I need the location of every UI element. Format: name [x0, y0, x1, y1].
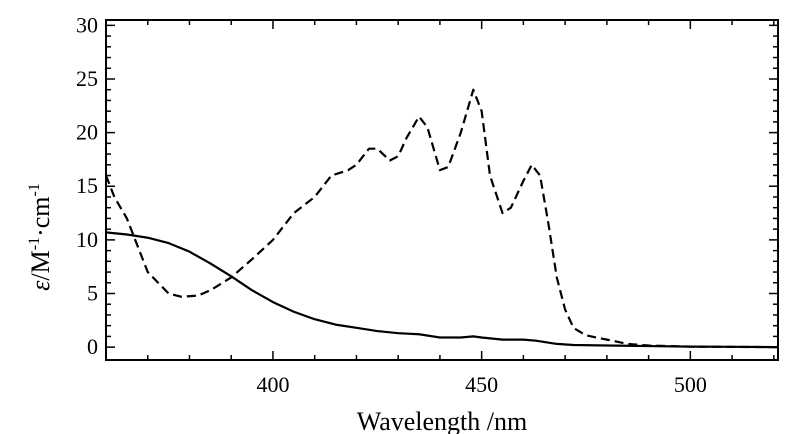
y-tick-label: 5 [87, 281, 98, 306]
y-tick-label: 15 [76, 173, 98, 198]
y-tick-label: 25 [76, 66, 98, 91]
x-tick-label: 450 [465, 372, 498, 397]
x-axis-label: Wavelength /nm [357, 407, 527, 434]
y-axis-dot: · [26, 228, 55, 237]
y-axis-exp-1: -1 [26, 237, 43, 250]
y-tick-label: 0 [87, 334, 98, 359]
x-tick-label: 500 [674, 372, 707, 397]
series-line-solid [105, 231, 779, 349]
y-tick-label: 30 [76, 12, 98, 37]
plot-frame [105, 19, 779, 361]
x-tick-label: 400 [256, 372, 289, 397]
series-line-dashed [104, 88, 779, 349]
y-axis-label: ε/M-1·cm-1 [26, 183, 55, 291]
y-axis-exp-2: -1 [26, 183, 43, 196]
y-axis-symbol: ε [26, 280, 55, 291]
y-axis-unit-2: cm [26, 196, 55, 228]
y-tick-label: 20 [76, 120, 98, 145]
y-axis-unit-1: /M [26, 250, 55, 280]
y-tick-label: 10 [76, 227, 98, 252]
